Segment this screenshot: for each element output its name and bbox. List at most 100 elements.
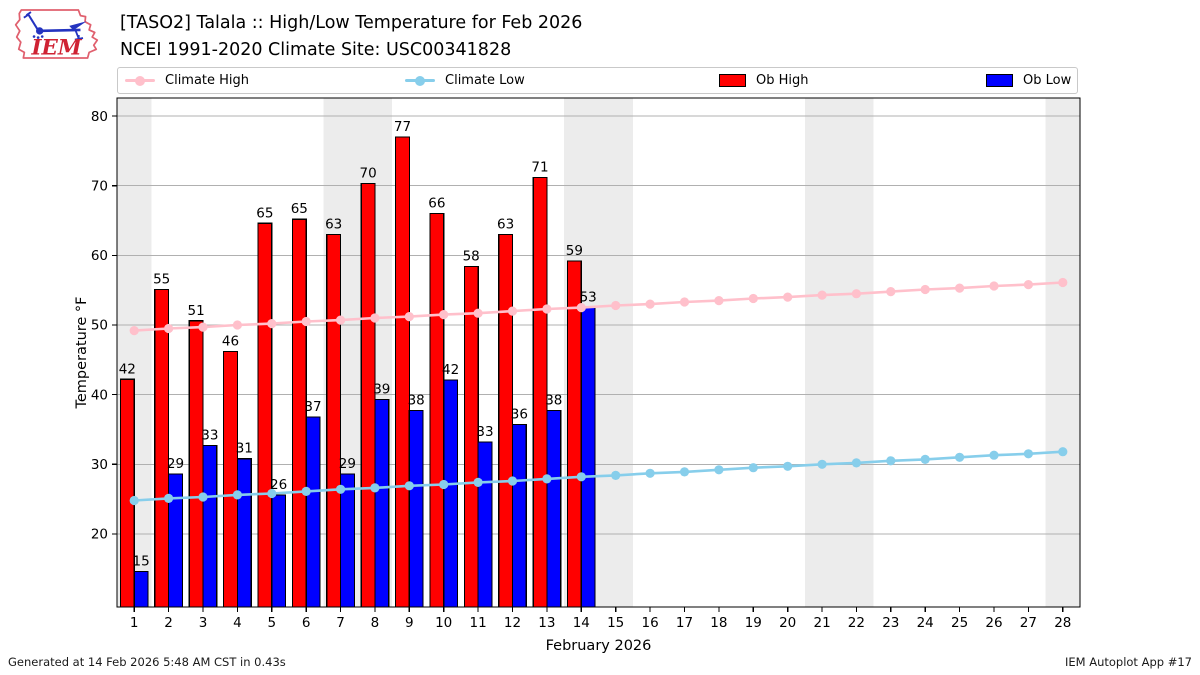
ob-high-bar-day14 — [566, 260, 582, 608]
climate-low-marker-day20 — [783, 461, 793, 471]
climate-low-marker-day17 — [679, 467, 690, 477]
ob-low-bar-day1 — [133, 570, 149, 608]
legend-item-ob-high: Ob High — [719, 68, 809, 93]
climate-high-marker-day24 — [920, 284, 930, 295]
y-axis-title: Temperature °F — [74, 296, 90, 409]
ob-low-label-day12: 36 — [511, 407, 528, 423]
x-tick-label: 1 — [130, 615, 139, 631]
ob-low-bar-day3 — [202, 444, 218, 608]
iem-logo: IEM — [6, 3, 108, 65]
y-tick-label: 30 — [91, 457, 108, 473]
ob-low-bar-day2 — [168, 473, 184, 608]
x-tick-label: 13 — [538, 615, 555, 631]
ob-high-bar-day10 — [429, 213, 445, 608]
climate-low-marker-day27 — [1023, 449, 1033, 459]
climate-high-marker-day19 — [748, 293, 758, 304]
climate-high-marker-day1 — [129, 326, 139, 336]
x-tick-label: 2 — [164, 615, 173, 631]
x-tick-label: 7 — [336, 615, 345, 631]
ob-low-label-day3: 33 — [201, 428, 218, 444]
climate-low-marker-day4 — [232, 490, 242, 500]
x-tick-label: 11 — [470, 615, 487, 631]
climate-high-marker-day3 — [198, 322, 208, 332]
x-tick-label: 17 — [676, 615, 693, 631]
climate-low-marker-day9 — [404, 481, 414, 491]
x-axis-title: February 2026 — [546, 638, 652, 654]
climate-high-marker-day18 — [714, 296, 724, 306]
x-tick-label: 15 — [607, 615, 624, 631]
ob-low-swatch-icon — [986, 74, 1013, 87]
ob-high-swatch-icon — [719, 74, 746, 87]
climate-high-marker-day16 — [645, 299, 655, 309]
legend-item-climate-low: Climate Low — [405, 68, 525, 93]
app-credit-text: IEM Autoplot App #17 — [1064, 655, 1192, 669]
x-tick-label: 20 — [779, 615, 796, 631]
title-line-2: NCEI 1991-2020 Climate Site: USC00341828 — [120, 40, 512, 60]
ob-high-label-day4: 46 — [222, 334, 239, 350]
climate-low-marker-day7 — [336, 484, 346, 494]
climate-low-marker-day6 — [301, 486, 311, 496]
climate-low-marker-day22 — [851, 458, 862, 468]
x-tick-label: 21 — [814, 615, 831, 631]
x-tick-label: 23 — [882, 615, 899, 631]
ob-high-label-day3: 51 — [188, 303, 205, 319]
climate-low-marker-day8 — [370, 483, 380, 493]
climate-high-marker-day14 — [576, 303, 586, 313]
x-tick-label: 28 — [1054, 615, 1071, 631]
climate-low-marker-day21 — [817, 459, 827, 469]
ob-low-bar-day4 — [236, 458, 252, 608]
ob-high-label-day8: 70 — [360, 166, 377, 182]
ob-high-label-day1: 42 — [119, 361, 136, 377]
ob-low-bar-day8 — [374, 398, 390, 608]
climate-high-marker-day26 — [989, 281, 999, 291]
climate-high-marker-day4 — [232, 320, 242, 330]
ob-low-label-day13: 38 — [545, 393, 562, 409]
ob-low-bar-day9 — [408, 410, 424, 608]
climate-high-marker-day10 — [439, 310, 449, 320]
y-tick-label: 60 — [91, 248, 108, 264]
climate-high-marker-day21 — [817, 290, 827, 300]
x-tick-label: 18 — [710, 615, 727, 631]
legend-item-climate-high: Climate High — [125, 68, 249, 93]
x-tick-label: 12 — [504, 615, 521, 631]
ob-low-bar-day7 — [340, 473, 356, 608]
climate-high-marker-day28 — [1058, 277, 1068, 288]
x-tick-label: 27 — [1020, 615, 1037, 631]
climate-low-marker-day10 — [439, 479, 449, 490]
plot-border — [116, 97, 1081, 608]
iowa-outline-icon: IEM — [14, 9, 99, 60]
climate-low-marker-day15 — [611, 470, 621, 480]
ob-high-bar-day1 — [119, 378, 135, 608]
x-tick-label: 26 — [985, 615, 1002, 631]
x-tick-label: 19 — [745, 615, 762, 631]
climate-high-marker-day6 — [301, 316, 311, 327]
legend-label-climate-low: Climate Low — [445, 73, 525, 88]
ob-low-label-day4: 31 — [236, 441, 253, 457]
ob-high-bar-day4 — [223, 350, 239, 608]
climate-high-marker-day2 — [164, 323, 174, 334]
ob-low-label-day2: 29 — [167, 456, 184, 472]
climate-low-line-icon — [405, 75, 435, 86]
ob-high-label-day11: 58 — [463, 249, 480, 265]
ob-high-label-day13: 71 — [531, 159, 548, 175]
climate-high-line-icon — [125, 75, 155, 86]
climate-high-marker-day7 — [336, 315, 346, 325]
ob-low-label-day5: 26 — [270, 477, 287, 493]
climate-low-marker-day28 — [1058, 447, 1068, 457]
climate-low-marker-day5 — [267, 488, 277, 499]
ob-low-bar-day14 — [580, 307, 596, 608]
y-tick-label: 40 — [91, 387, 108, 403]
climate-high-marker-day13 — [542, 304, 552, 314]
ob-low-bar-day12 — [511, 424, 527, 608]
climate-low-marker-day18 — [714, 465, 724, 475]
ob-low-label-day6: 37 — [304, 399, 321, 415]
ob-low-bar-day11 — [477, 441, 493, 608]
x-tick-label: 16 — [642, 615, 659, 631]
ob-low-label-day9: 38 — [408, 393, 425, 409]
climate-low-marker-day13 — [542, 474, 552, 484]
logo-text: IEM — [31, 35, 83, 60]
x-tick-label: 24 — [917, 615, 934, 631]
climate-high-marker-day20 — [783, 292, 793, 302]
climate-high-marker-day23 — [886, 287, 896, 297]
